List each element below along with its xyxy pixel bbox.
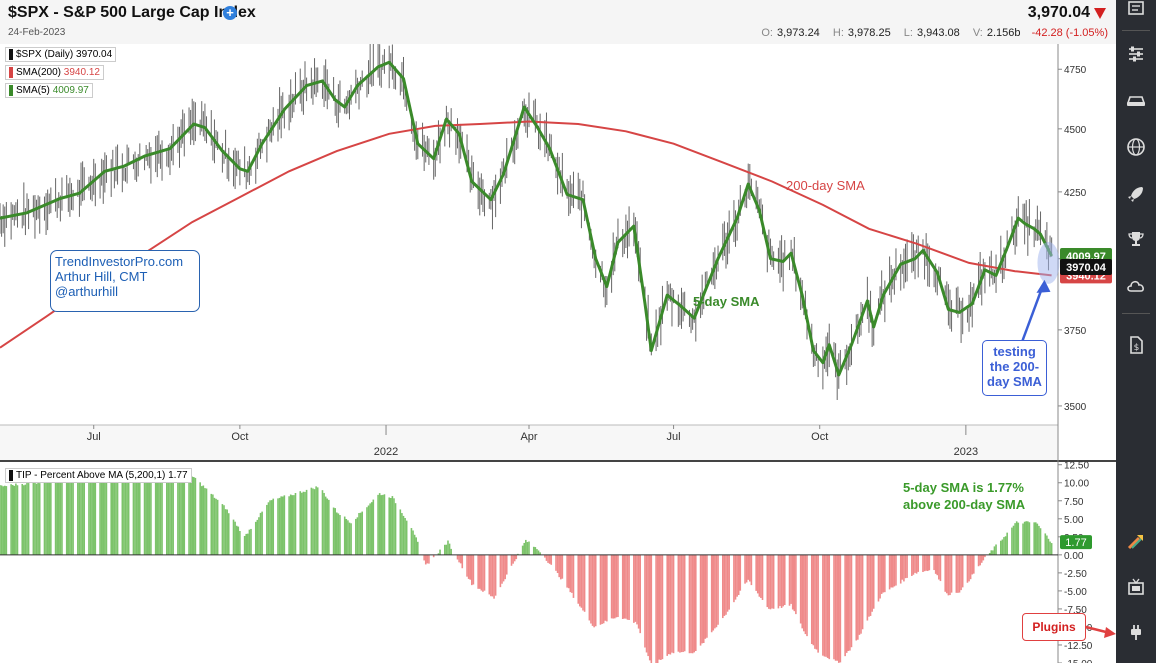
volume-value: 2.156b	[986, 27, 1021, 39]
legend-swatch	[9, 85, 13, 96]
tip-tick-label: -12.50	[1064, 641, 1093, 652]
tip-tick-label: -15.00	[1064, 659, 1093, 663]
svg-text:$: $	[1134, 343, 1140, 353]
down-triangle-icon	[1094, 8, 1106, 19]
x-axis-band	[0, 424, 1058, 461]
y-tick-label: 3750	[1064, 326, 1087, 337]
last-price-tag-text: 3970.04	[1066, 262, 1107, 274]
plugins-callout: Plugins	[1022, 613, 1086, 641]
x-tick-label: Apr	[520, 431, 537, 443]
legend-sma200: SMA(200) 3940.12	[5, 65, 104, 81]
tip-tick-label: 7.50	[1064, 497, 1084, 508]
legend-sma200-name: SMA(200)	[16, 67, 62, 79]
tip-annotation-line2: above 200-day SMA	[903, 497, 1026, 512]
chart-date: 24-Feb-2023	[8, 27, 66, 38]
trophy-icon[interactable]	[1122, 225, 1150, 253]
testing-arrow-shaft	[1020, 286, 1044, 343]
legend-sma5-name: SMA(5)	[16, 85, 50, 97]
x-tick-label: Oct	[811, 431, 828, 443]
plugins-arrow-head	[1104, 627, 1116, 638]
car-icon[interactable]	[1122, 86, 1150, 114]
color-arrow-icon[interactable]	[1122, 527, 1150, 555]
legend-spx: $SPX (Daily) 3970.04	[5, 47, 117, 63]
testing-line: day SMA	[987, 374, 1042, 389]
volume-key: V:	[972, 27, 983, 39]
legend-swatch	[9, 49, 13, 60]
last-price-tag: 3970.04	[1060, 259, 1112, 276]
legend-sma5: SMA(5) 4009.97	[5, 83, 93, 99]
right-toolbar: $	[1116, 0, 1156, 663]
testing-annotation: testing the 200- day SMA	[982, 340, 1047, 396]
legend-tip-name: TIP - Percent Above MA (5,200,1)	[16, 470, 166, 482]
sma5-line	[0, 60, 1053, 377]
toolbar-divider	[1122, 30, 1150, 31]
tip-tick-label: 10.00	[1064, 479, 1089, 490]
y-tick-label: 4750	[1064, 65, 1087, 76]
document-dollar-icon[interactable]: $	[1122, 331, 1150, 359]
rocket-icon[interactable]	[1122, 180, 1150, 208]
testing-line: the 200-	[989, 359, 1040, 374]
x-tick-label: 2023	[954, 446, 978, 458]
open-key: O:	[761, 27, 773, 39]
legend-sma5-value: 4009.97	[52, 85, 89, 97]
toolbar-divider	[1122, 313, 1150, 314]
legend-swatch	[9, 470, 13, 481]
tip-tick-label: 0.00	[1064, 551, 1084, 562]
x-tick-label: 2022	[374, 446, 398, 458]
tip-bars	[0, 475, 1053, 663]
legend-swatch	[9, 67, 13, 78]
tip-tick-label: -5.00	[1064, 587, 1087, 598]
chart-header: $SPX - S&P 500 Large Cap Index + 24-Feb-…	[0, 0, 1116, 44]
x-tick-label: Jul	[87, 431, 101, 443]
low-value: 3,943.08	[916, 27, 960, 39]
tip-tick-label: 12.50	[1064, 461, 1089, 472]
ohlc-readout: O: 3,973.24 H: 3,978.25 L: 3,943.08 V: 2.156…	[751, 27, 1108, 39]
credit-line: TrendInvestorPro.com	[55, 254, 184, 269]
legend-tip: TIP - Percent Above MA (5,200,1) 1.77	[5, 468, 192, 484]
last-price-tag-box	[1060, 259, 1112, 276]
sliders-icon[interactable]	[1122, 40, 1150, 68]
y-tick-label: 4250	[1064, 188, 1087, 199]
legend-tip-value: 1.77	[168, 470, 188, 482]
tip-tick-label: -7.50	[1064, 605, 1087, 616]
plug-icon[interactable]	[1122, 618, 1150, 646]
tip-annotation-line1: 5-day SMA is 1.77%	[903, 480, 1024, 495]
globe-icon[interactable]	[1122, 133, 1150, 161]
chart-list-icon[interactable]	[1122, 0, 1150, 22]
low-key: L:	[903, 27, 913, 39]
x-tick-label: Jul	[667, 431, 681, 443]
tip-tick-label: 5.00	[1064, 515, 1084, 526]
sma5-annotation: 5-day SMA	[693, 294, 760, 309]
tip-tick-label: -2.50	[1064, 569, 1087, 580]
symbol-title: $SPX - S&P 500 Large Cap Index	[8, 4, 256, 21]
credit-line: Arthur Hill, CMT	[55, 269, 148, 284]
x-axis-background	[0, 425, 1058, 461]
open-value: 3,973.24	[776, 27, 820, 39]
y-tick-label: 3500	[1064, 402, 1087, 413]
price-change: -42.28 (-1.05%)	[1031, 27, 1108, 39]
tip-value-tag-box	[1060, 535, 1092, 550]
sma200-annotation: 200-day SMA	[786, 178, 865, 193]
add-plus-icon[interactable]: +	[223, 6, 237, 20]
sma200-line	[0, 120, 1052, 349]
y-tick-label: 4500	[1064, 125, 1087, 136]
high-key: H:	[832, 27, 844, 39]
legend-spx-text: $SPX (Daily) 3970.04	[16, 49, 113, 61]
testing-highlight	[1037, 241, 1060, 284]
cloud-icon[interactable]	[1122, 272, 1150, 300]
testing-arrow-head	[1036, 279, 1051, 293]
last-price: 3,970.04	[1027, 4, 1090, 21]
tv-icon[interactable]	[1122, 573, 1150, 601]
credit-line: @arthurhill	[55, 284, 119, 299]
x-tick-label: Oct	[231, 431, 248, 443]
credit-box: TrendInvestorPro.com Arthur Hill, CMT @a…	[50, 250, 200, 312]
high-value: 3,978.25	[847, 27, 891, 39]
chart-canvas[interactable]: 350037504000425045004750JulOct2022AprJul…	[0, 44, 1116, 663]
testing-line: testing	[993, 344, 1036, 359]
legend-sma200-value: 3940.12	[63, 67, 100, 79]
tip-value-tag-text: 1.77	[1065, 537, 1086, 549]
